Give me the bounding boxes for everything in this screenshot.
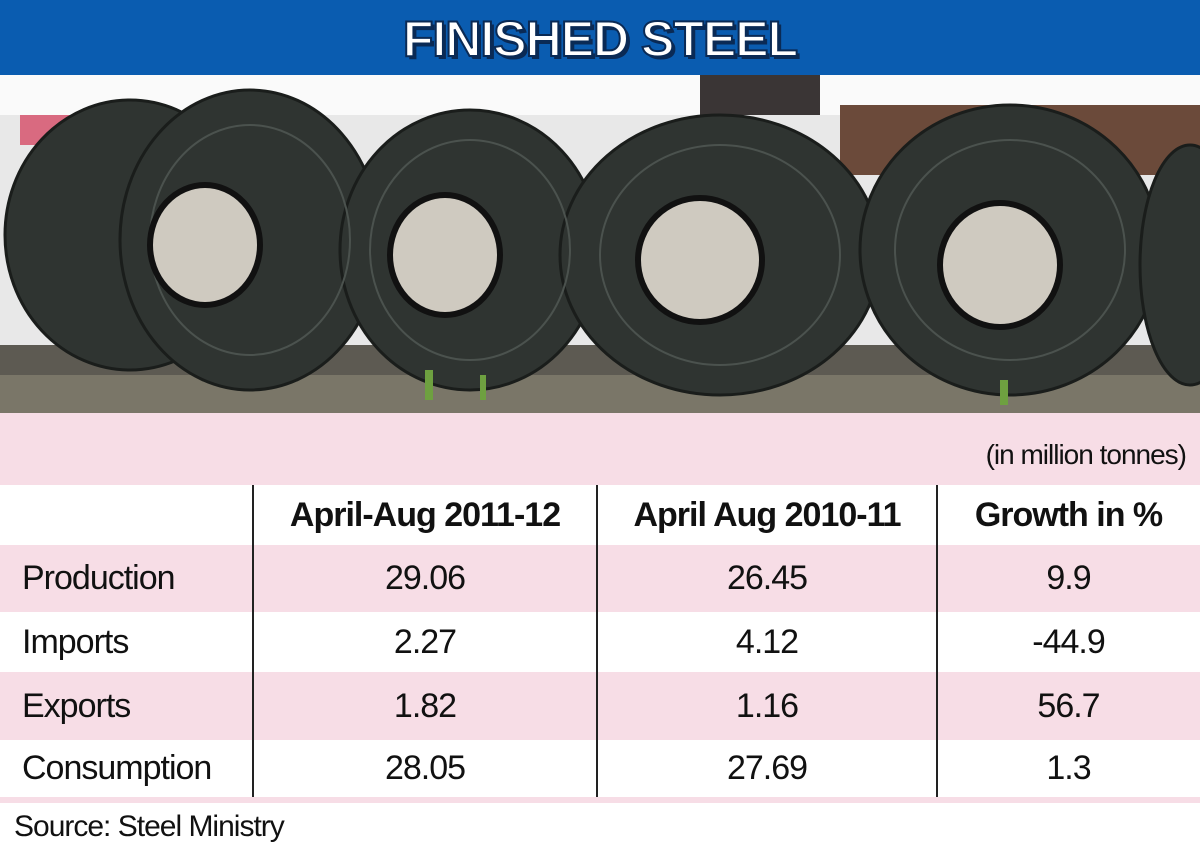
row-label: Exports (22, 686, 131, 725)
cell-value: 1.82 (393, 686, 457, 725)
cell-value: 29.06 (384, 559, 466, 597)
steel-coils-photo (0, 75, 1200, 413)
row-label: Imports (22, 622, 129, 661)
cell-value: 2.27 (393, 622, 457, 661)
cell-value: 1.16 (735, 686, 799, 725)
column-divider (936, 485, 938, 797)
column-divider (252, 485, 254, 797)
table-row: Production 29.06 26.45 9.9 (0, 545, 1200, 612)
unit-band: (in million tonnes) (0, 413, 1200, 485)
bottom-band (0, 797, 1200, 803)
column-divider (596, 485, 598, 797)
cell-value: 28.05 (384, 749, 466, 787)
table-row: Imports 2.27 4.12 -44.9 (0, 612, 1200, 672)
cell-value: 4.12 (735, 622, 799, 661)
cell-value: 56.7 (1037, 686, 1100, 725)
cell-value: -44.9 (1032, 622, 1106, 661)
cell-value: 26.45 (726, 559, 808, 597)
header-row: April-Aug 2011-12 April Aug 2010-11 Growth… (0, 485, 1200, 545)
cell-value: 1.3 (1046, 749, 1091, 787)
column-header: April Aug 2010-11 (633, 495, 901, 534)
column-header: Growth in % (974, 495, 1163, 534)
table-row: Consumption 28.05 27.69 1.3 (0, 740, 1200, 797)
table-row: Exports 1.82 1.16 56.7 (0, 672, 1200, 740)
unit-note: (in million tonnes) (985, 439, 1187, 470)
header: FINISHED STEEL (0, 0, 1200, 75)
cell-value: 9.9 (1046, 559, 1091, 597)
title: FINISHED STEEL (402, 10, 799, 68)
column-header: April-Aug 2011-12 (289, 495, 561, 534)
row-label: Consumption (22, 749, 212, 787)
cell-value: 27.69 (726, 749, 808, 787)
row-label: Production (22, 559, 176, 597)
source: Source: Steel Ministry (14, 810, 285, 843)
